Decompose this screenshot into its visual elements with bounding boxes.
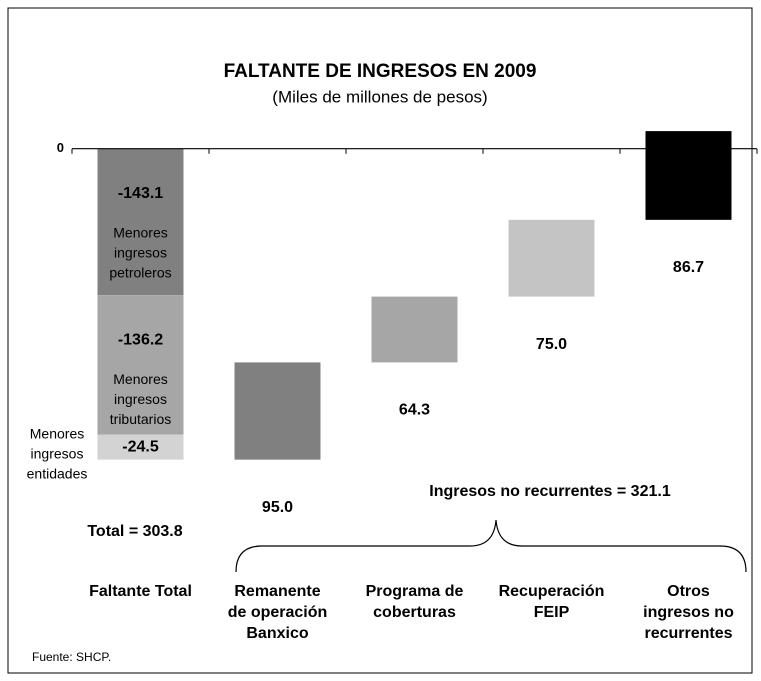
segment-label: Menores (30, 425, 84, 441)
data-label: -24.5 (122, 438, 159, 455)
segment-label: entidades (27, 465, 88, 481)
bar (645, 131, 732, 220)
x-tick-label: Programa de (366, 583, 464, 600)
bar (234, 362, 321, 460)
x-tick-label: ingresos no (643, 604, 734, 621)
chart-subtitle: (Miles de millones de pesos) (272, 87, 487, 106)
x-tick-label: Recuperación (499, 583, 605, 600)
data-label: 95.0 (262, 499, 293, 516)
data-label: -136.2 (118, 331, 163, 348)
segment-label: tributarios (110, 411, 171, 427)
y-tick-label: 0 (57, 140, 64, 155)
x-tick-label: coberturas (373, 604, 456, 621)
segment-label: ingresos (31, 445, 84, 461)
x-tick-label: Otros (667, 583, 710, 600)
segment-label: ingresos (114, 244, 167, 260)
bar (97, 434, 184, 460)
data-label: 75.0 (536, 336, 567, 353)
x-tick-label: FEIP (534, 604, 570, 621)
brace (235, 519, 747, 573)
bar (371, 296, 458, 363)
x-tick-label: Remanente (234, 583, 320, 600)
x-tick-label: de operación (228, 604, 328, 621)
x-tick-label: Banxico (246, 625, 308, 642)
bar (97, 295, 184, 435)
segment-label: Menores (113, 224, 167, 240)
data-label: -143.1 (118, 185, 163, 202)
annotation: Ingresos no recurrentes = 321.1 (429, 483, 671, 500)
bar (97, 148, 184, 296)
segment-label: petroleros (109, 264, 171, 280)
x-tick-label: recurrentes (644, 625, 732, 642)
segment-label: Menores (113, 371, 167, 387)
segment-label: ingresos (114, 391, 167, 407)
x-tick-label: Faltante Total (89, 583, 192, 600)
data-label: 86.7 (673, 259, 704, 276)
chart-title: FALTANTE DE INGRESOS EN 2009 (224, 61, 537, 82)
data-label: 64.3 (399, 402, 430, 419)
source: Fuente: SHCP. (32, 650, 111, 664)
annotation: Total = 303.8 (87, 523, 182, 540)
bar (508, 219, 595, 297)
